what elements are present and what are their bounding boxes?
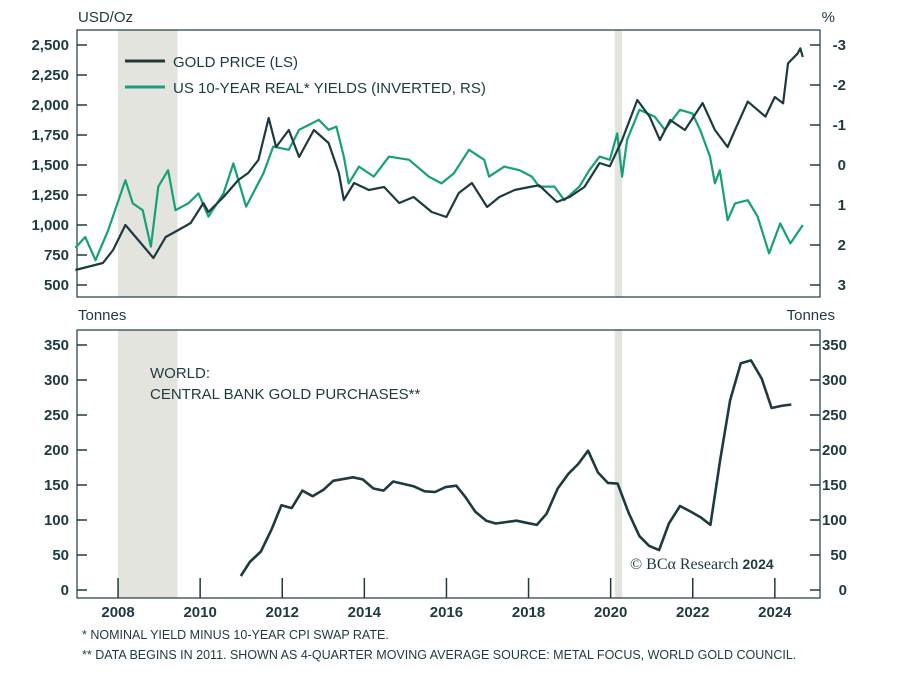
bottom-panel: 350 350 300 300 250 250 200 200 150 150 100 100 50 50…	[44, 329, 847, 621]
x-tick-label: 2008	[101, 604, 134, 621]
legend-label-yields: US 10-YEAR REAL* YIELDS (INVERTED, RS)	[173, 80, 486, 97]
top-right-axis-label: %	[822, 9, 835, 26]
left-tick-label: 2,000	[31, 97, 69, 114]
shaded-period	[118, 30, 178, 297]
left-tick-label: 1,750	[31, 127, 69, 144]
left-tick-label: 2,500	[31, 37, 69, 54]
x-tick-label: 2022	[676, 604, 709, 621]
right-tick-label: 2	[838, 237, 846, 254]
shaded-period	[118, 330, 178, 598]
left-tick-label: 100	[44, 512, 69, 529]
x-tick-label: 2012	[266, 604, 299, 621]
bottom-left-axis-label: Tonnes	[78, 307, 126, 324]
left-tick-label: 350	[44, 337, 69, 354]
top-left-axis-label: USD/Oz	[78, 9, 133, 26]
left-tick-label: 300	[44, 372, 69, 389]
right-tick-label: 350	[822, 337, 847, 354]
left-tick-label: 0	[61, 582, 69, 599]
bottom-title: WORLD:	[150, 365, 210, 382]
left-tick-label: 50	[52, 547, 69, 564]
bottom-right-axis-label: Tonnes	[787, 307, 835, 324]
right-tick-label: 0	[838, 157, 846, 174]
right-tick-label: 1	[838, 197, 846, 214]
footnote-2: ** DATA BEGINS IN 2011. SHOWN AS 4-QUART…	[82, 648, 797, 662]
right-tick-label: -2	[833, 77, 846, 94]
copyright: © BCα Research 2024	[630, 556, 774, 573]
right-tick-label: -1	[833, 117, 846, 134]
x-tick-label: 2024	[758, 604, 792, 621]
yields-series-line	[74, 108, 804, 262]
bottom-subtitle: CENTRAL BANK GOLD PURCHASES**	[150, 386, 421, 403]
purchases-series-line	[239, 359, 792, 577]
left-tick-label: 2,250	[31, 67, 69, 84]
x-tick-label: 2020	[594, 604, 627, 621]
right-tick-label: 3	[838, 277, 846, 294]
right-tick-label: 100	[822, 512, 847, 529]
right-tick-label: 250	[822, 407, 847, 424]
right-tick-label: 50	[830, 547, 847, 564]
x-tick-label: 2014	[348, 604, 382, 621]
left-tick-label: 500	[44, 277, 69, 294]
right-tick-label: 300	[822, 372, 847, 389]
left-tick-label: 200	[44, 442, 69, 459]
left-tick-label: 250	[44, 407, 69, 424]
right-tick-label: 0	[839, 582, 847, 599]
x-tick-label: 2018	[512, 604, 545, 621]
left-tick-label: 750	[44, 247, 69, 264]
plot-frame	[76, 329, 821, 599]
right-tick-label: 200	[822, 442, 847, 459]
shaded-period	[614, 330, 623, 598]
shaded-period	[614, 30, 623, 297]
x-tick-label: 2010	[183, 604, 216, 621]
right-tick-label: -3	[833, 37, 846, 54]
left-tick-label: 150	[44, 477, 69, 494]
right-tick-label: 150	[822, 477, 847, 494]
legend-label-gold: GOLD PRICE (LS)	[173, 54, 298, 71]
left-tick-label: 1,250	[31, 187, 69, 204]
gold-series-line	[75, 47, 804, 272]
left-tick-label: 1,500	[31, 157, 69, 174]
top-panel: 2,500 2,250 2,000 1,750 1,500 1,250 1,000 750 50…	[31, 29, 846, 298]
left-tick-label: 1,000	[31, 217, 69, 234]
footnote-1: * NOMINAL YIELD MINUS 10-YEAR CPI SWAP R…	[82, 628, 389, 642]
x-tick-label: 2016	[430, 604, 463, 621]
plot-frame	[76, 29, 821, 298]
